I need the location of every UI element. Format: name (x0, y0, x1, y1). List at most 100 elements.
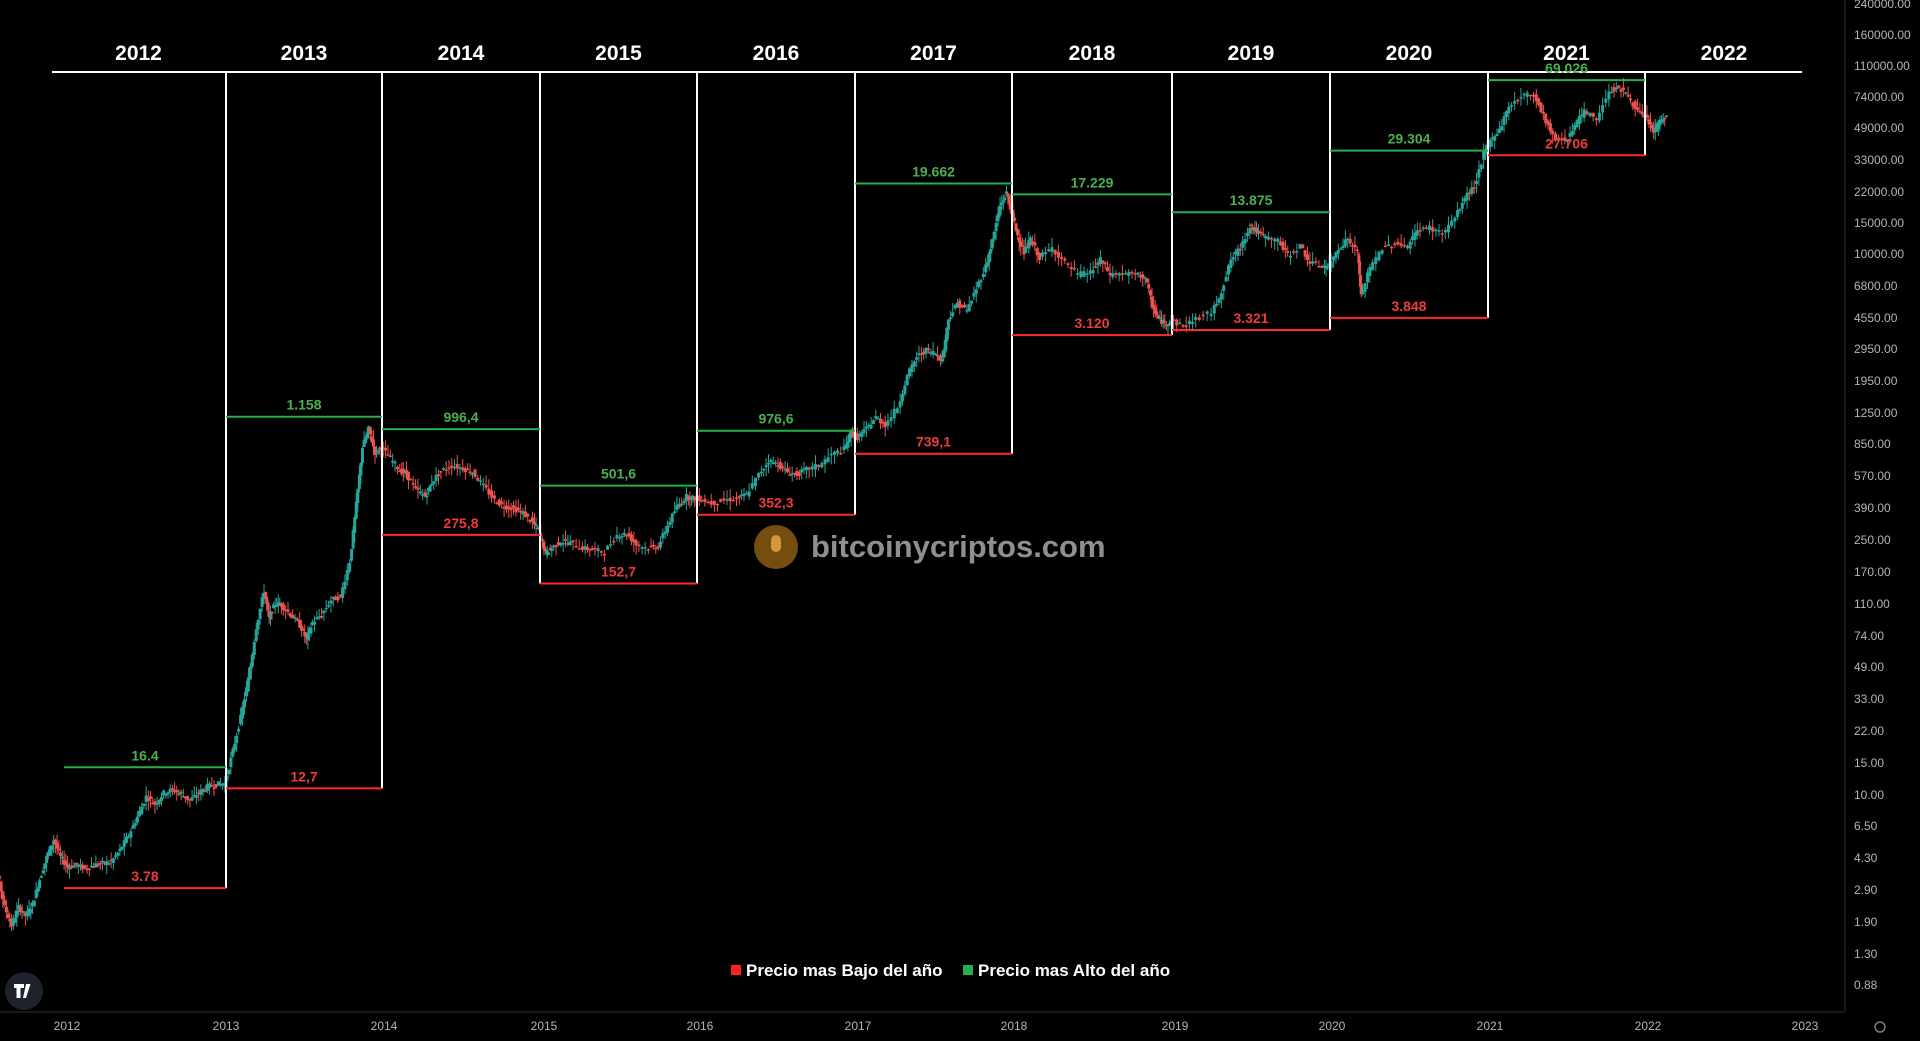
candle-body (682, 500, 686, 504)
time-tick-label: 2015 (531, 1019, 558, 1033)
candle-body (1470, 187, 1474, 194)
candle-body (34, 890, 38, 898)
candle-body (94, 863, 98, 868)
time-tick-label: 2012 (54, 1019, 81, 1033)
low-value-2018: 3.120 (1074, 315, 1109, 331)
candle-body (1377, 251, 1381, 261)
candle-body (1226, 265, 1230, 275)
candle-body (309, 627, 313, 634)
candle-body (1368, 266, 1372, 276)
candle-body (1614, 87, 1618, 90)
candle-body (391, 460, 395, 463)
candle-body (1006, 193, 1010, 198)
candle-body (1361, 290, 1365, 295)
candle-body (127, 835, 131, 838)
candle-body (1101, 260, 1105, 264)
candle-body (1519, 97, 1523, 99)
candle-body (170, 788, 174, 790)
candle-body (1091, 270, 1095, 274)
candle-body (338, 595, 342, 597)
candle-body (275, 605, 279, 607)
candle-body (373, 446, 377, 455)
candle-body (967, 304, 971, 312)
candle-body (190, 797, 194, 801)
candle-body (958, 300, 962, 308)
candle-body (836, 450, 840, 454)
candle-body (892, 408, 896, 419)
candle-body (1546, 120, 1550, 125)
candle-body (428, 485, 432, 492)
time-axis[interactable]: 2012 2013 2014 2015 2016 2017 2018 2019 2020 2021… (0, 1011, 1886, 1033)
candle-body (516, 507, 520, 511)
candle-body (357, 474, 361, 489)
candle-body (706, 501, 710, 504)
candle-body (55, 843, 59, 849)
candle-body (1500, 125, 1504, 131)
candle-body (583, 546, 587, 550)
tradingview-logo[interactable] (5, 972, 43, 1010)
candle-body (1497, 128, 1501, 134)
candle-body (38, 880, 42, 889)
candle-body (17, 905, 21, 910)
candle-body (120, 846, 124, 850)
candle-body (675, 504, 679, 510)
candle-body (1161, 319, 1165, 324)
candle-body (1033, 242, 1037, 246)
candle-body (790, 473, 794, 475)
candle-body (229, 757, 233, 768)
candle-body (41, 870, 45, 874)
candle-body (722, 498, 726, 501)
candle-body (632, 539, 636, 543)
price-tick-label: 1950.00 (1854, 374, 1898, 388)
price-tick-label: 15000.00 (1854, 216, 1904, 230)
candle-body (1453, 217, 1457, 222)
candle-body (1209, 313, 1213, 316)
candle-body (1317, 266, 1321, 268)
candle-body (162, 790, 166, 796)
candle-body (1251, 227, 1255, 231)
candle-body (179, 791, 183, 794)
candle-body (1332, 256, 1336, 261)
candle-body (1322, 265, 1326, 267)
candle-body (1301, 244, 1305, 249)
time-tick-label: 2013 (213, 1019, 240, 1033)
year-label-2019: 2019 (1228, 42, 1275, 65)
candle-body (977, 281, 981, 288)
candle-body (1194, 316, 1198, 321)
candle-body (577, 548, 581, 550)
candle-body (441, 468, 445, 470)
price-tick-label: 33.00 (1854, 692, 1884, 706)
candle-body (386, 454, 390, 456)
candle-body (1117, 273, 1121, 276)
candle-body (703, 498, 707, 503)
candle-body (272, 604, 276, 609)
candle-body (1250, 224, 1254, 227)
year-label-2020: 2020 (1386, 42, 1433, 65)
candle-body (368, 426, 372, 435)
candle-body (1063, 258, 1067, 261)
candle-body (175, 790, 179, 793)
candle-body (268, 612, 272, 619)
candle-body (1383, 245, 1387, 248)
candle-body (1428, 225, 1432, 231)
candle-body (197, 792, 201, 795)
tradingview-mark-icon (14, 984, 31, 998)
candle-body (673, 511, 677, 514)
price-tick-label: 0.88 (1854, 978, 1878, 992)
candle-body (1413, 232, 1417, 240)
watermark-mic-body-icon (771, 535, 781, 552)
watermark-text: bitcoinycriptos.com (811, 529, 1106, 564)
candle-body (876, 417, 880, 420)
candle-body (76, 865, 80, 867)
candle-body (281, 603, 285, 611)
candle-body (304, 633, 308, 638)
price-axis[interactable]: 240000.00 160000.00 110000.00 74000.00 49000… (1844, 0, 1911, 1012)
candle-body (1096, 262, 1100, 266)
candle-body (1645, 114, 1649, 118)
candle-body (728, 497, 732, 502)
candle-body (1191, 321, 1195, 325)
candle-body (248, 666, 252, 680)
candle-body (1150, 296, 1154, 308)
candle-body (1076, 273, 1080, 275)
candle-body (241, 706, 245, 719)
